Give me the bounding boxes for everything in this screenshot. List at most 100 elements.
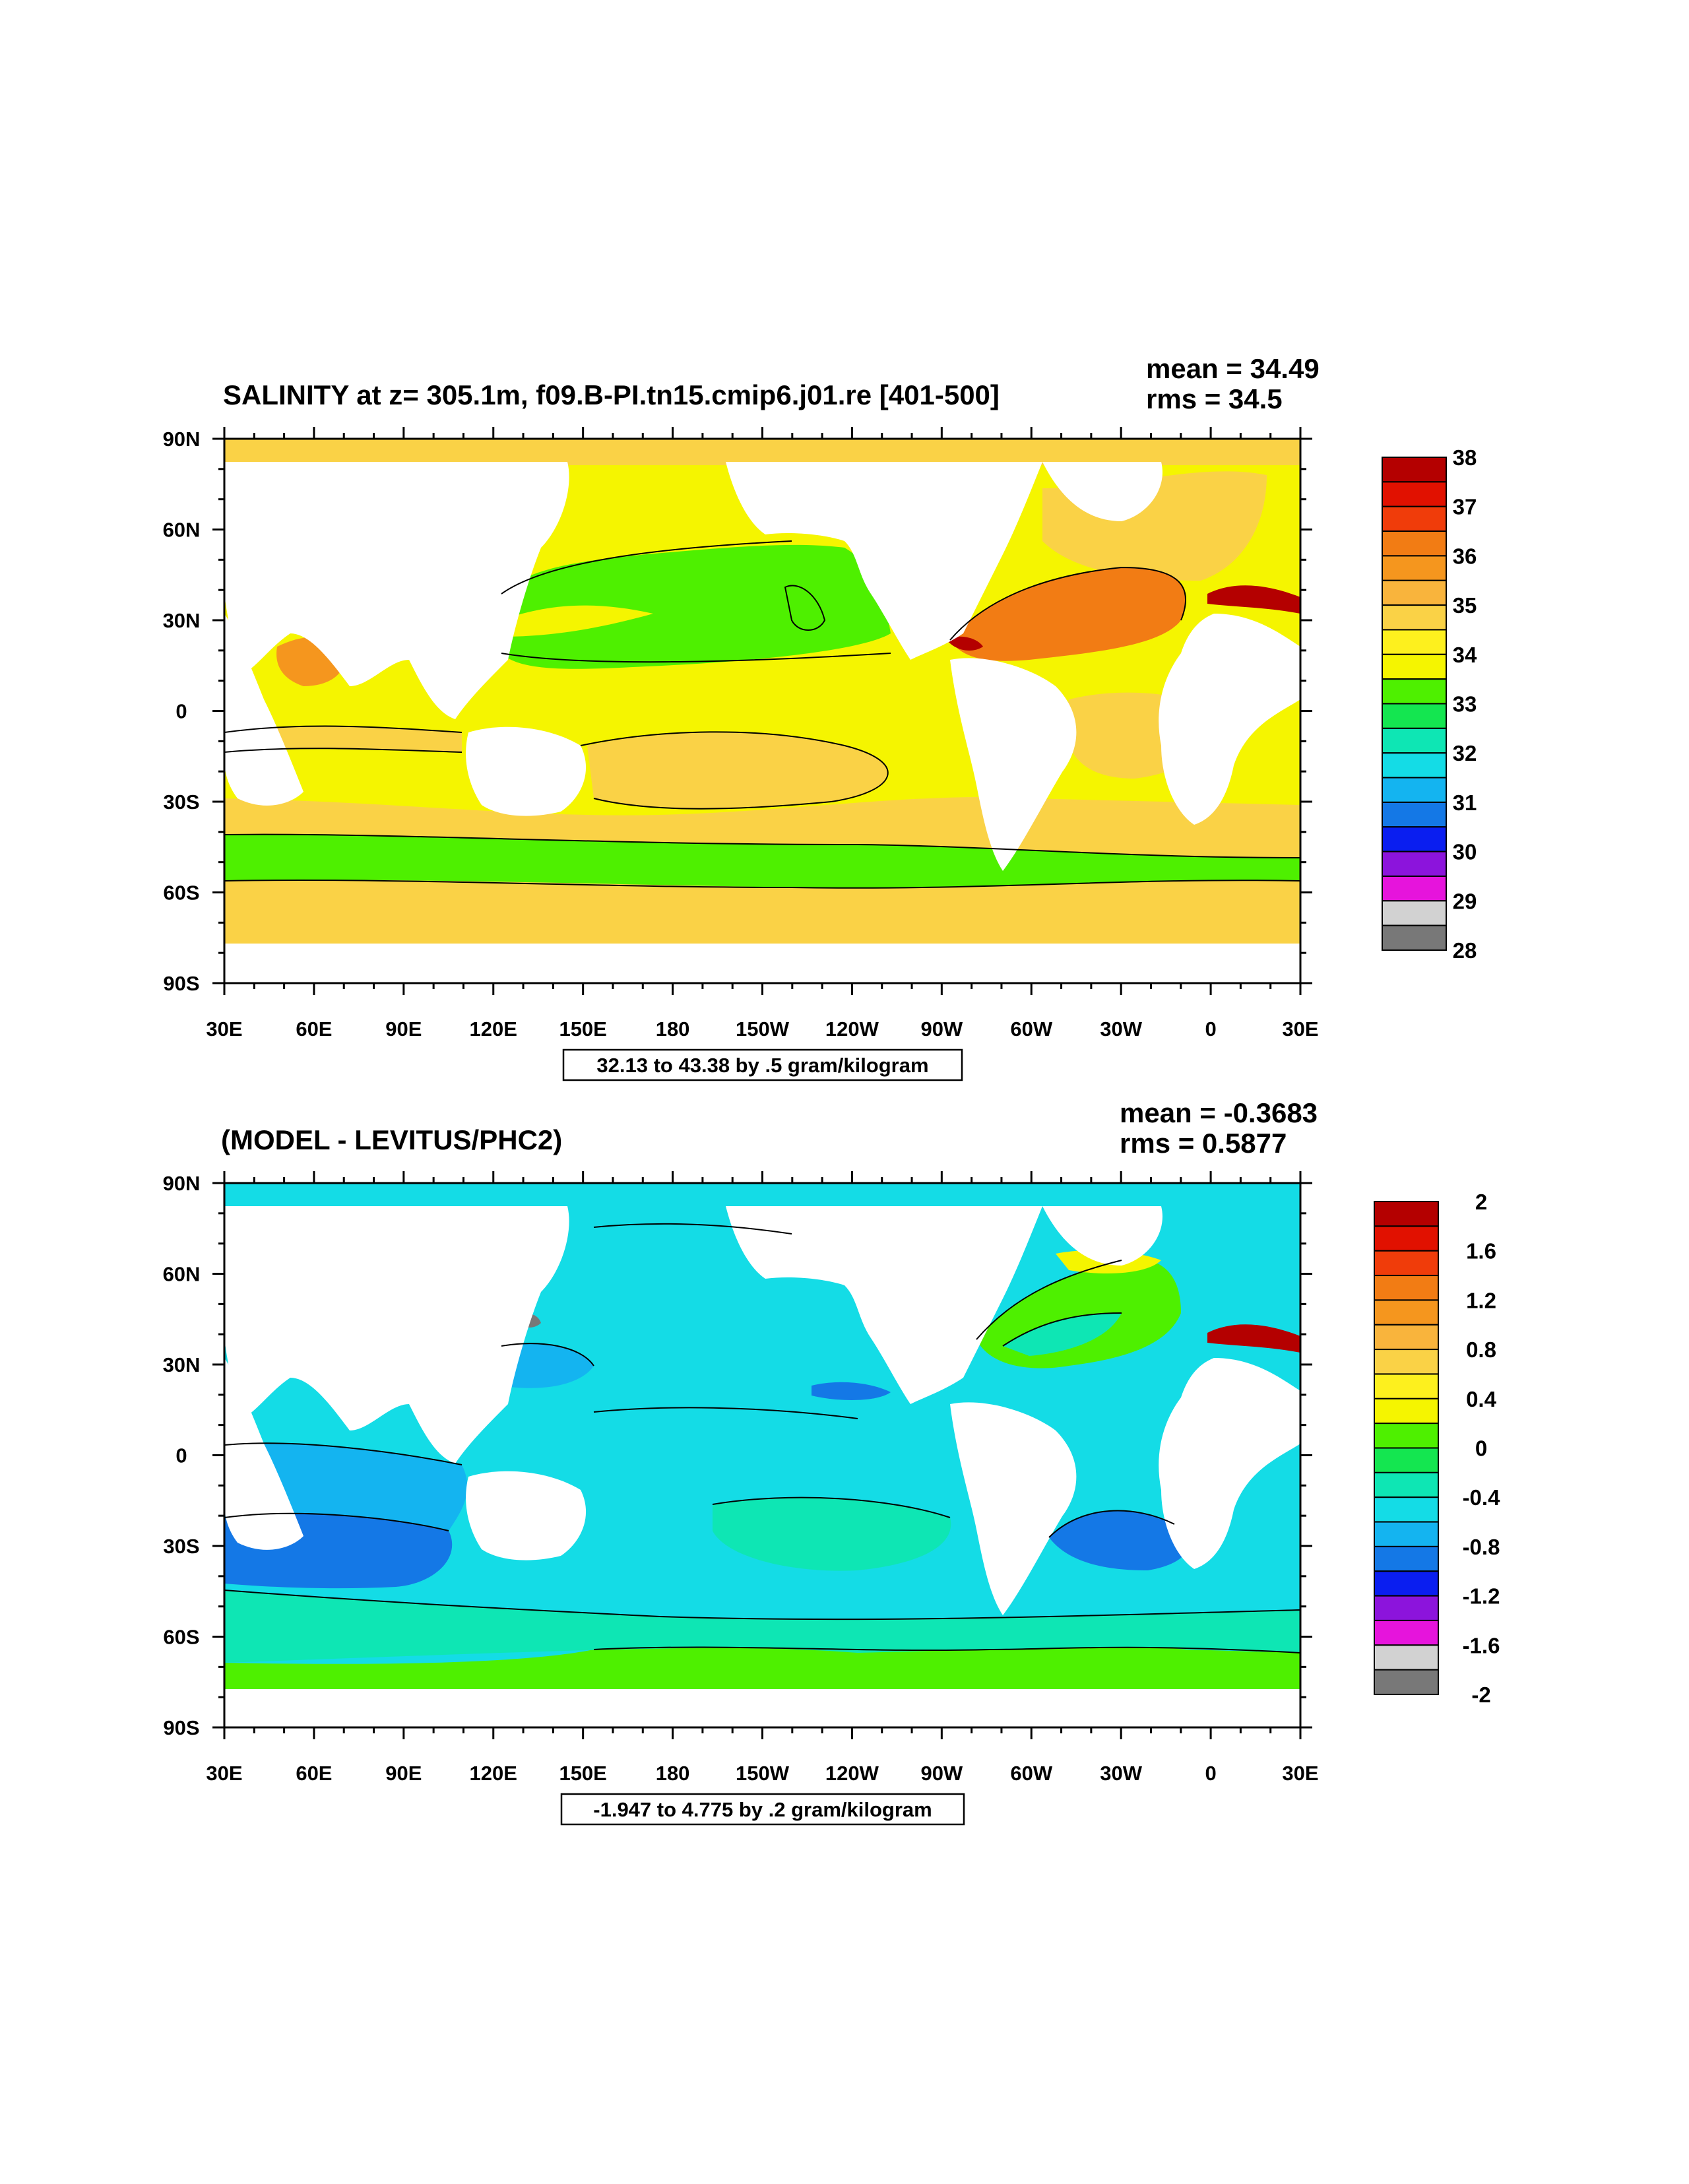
colorbar-label: 30 bbox=[1453, 840, 1477, 864]
x-tick-label: 120W bbox=[825, 1762, 879, 1785]
colorbar-box bbox=[1382, 604, 1447, 631]
contour-range: 32.13 to 43.38 by .5 gram/kilogram bbox=[596, 1054, 928, 1077]
australia-land bbox=[466, 1471, 587, 1560]
colorbar-label: 2 bbox=[1475, 1190, 1487, 1214]
southern-ocean-green bbox=[224, 1646, 1300, 1689]
x-tick-label: 150E bbox=[559, 1017, 606, 1041]
y-axis-ticks bbox=[212, 1182, 1312, 1729]
colorbar-label: 0 bbox=[1475, 1436, 1487, 1461]
colorbar-box bbox=[1374, 1349, 1439, 1375]
africa-land bbox=[1159, 614, 1300, 825]
colorbar-label: 35 bbox=[1453, 593, 1477, 618]
y-tick-label: 30N bbox=[163, 1353, 201, 1376]
colorbar-label: 0.4 bbox=[1466, 1387, 1497, 1411]
colorbar-box bbox=[1374, 1423, 1439, 1449]
north-pacific-yellow-tongue bbox=[501, 605, 653, 637]
colorbar-box bbox=[1374, 1496, 1439, 1523]
colorbar-box bbox=[1382, 826, 1447, 852]
colorbar-box bbox=[1382, 555, 1447, 581]
colorbar-label: 32 bbox=[1453, 741, 1477, 765]
colorbar-box bbox=[1374, 1570, 1439, 1597]
colorbar-box bbox=[1382, 752, 1447, 779]
colorbar-label: 29 bbox=[1453, 889, 1477, 913]
rms-value: rms = 34.5 bbox=[1146, 383, 1283, 414]
x-tick-label: 90W bbox=[920, 1017, 963, 1041]
x-tick-label: 150E bbox=[559, 1762, 606, 1785]
x-axis-ticks bbox=[223, 1171, 1302, 1739]
y-tick-label: 60S bbox=[163, 1626, 199, 1649]
y-tick-label: 0 bbox=[175, 1444, 187, 1467]
x-tick-label: 30E bbox=[1282, 1762, 1318, 1785]
contour-lines bbox=[224, 540, 1300, 889]
land-masses bbox=[224, 1206, 1300, 1727]
colorbar-box bbox=[1374, 1275, 1439, 1301]
x-tick-label: 60W bbox=[1010, 1762, 1052, 1785]
x-tick-label: 120E bbox=[470, 1017, 517, 1041]
y-tick-label: 30S bbox=[163, 1535, 199, 1558]
antarctica-land bbox=[224, 944, 1300, 983]
eurasia-land bbox=[224, 1206, 569, 1463]
colorbar-box bbox=[1374, 1669, 1439, 1695]
colorbar-box bbox=[1382, 924, 1447, 951]
colorbar-label: -0.4 bbox=[1463, 1485, 1501, 1510]
x-axis-ticks bbox=[223, 427, 1302, 995]
panel-title: (MODEL - LEVITUS/PHC2) bbox=[221, 1124, 562, 1155]
colorbar-box bbox=[1382, 481, 1447, 507]
colorbar-box bbox=[1382, 629, 1447, 655]
y-tick-label: 90S bbox=[163, 1716, 199, 1739]
south-america-land bbox=[950, 1402, 1077, 1615]
rms-value: rms = 0.5877 bbox=[1120, 1128, 1287, 1159]
contour-range: -1.947 to 4.775 by .2 gram/kilogram bbox=[593, 1798, 932, 1821]
colorbar-label: -0.8 bbox=[1463, 1535, 1500, 1559]
difference-map bbox=[224, 1183, 1300, 1727]
greenland-land bbox=[1042, 462, 1163, 521]
south-atlantic-blue bbox=[1049, 1510, 1188, 1570]
colorbar-box bbox=[1374, 1324, 1439, 1351]
colorbar: 38 37 36 35 34 33 32 31 30 29 28 bbox=[1382, 445, 1477, 963]
x-tick-label: 60E bbox=[296, 1762, 332, 1785]
africa-west-land bbox=[224, 614, 303, 806]
eurasia-land bbox=[224, 462, 569, 719]
x-tick-label: 150W bbox=[736, 1017, 790, 1041]
x-tick-label: 180 bbox=[656, 1017, 690, 1041]
south-america-land bbox=[950, 658, 1077, 871]
y-tick-label: 30N bbox=[163, 609, 201, 632]
colorbar-label: 34 bbox=[1453, 643, 1477, 667]
difference-panel: (MODEL - LEVITUS/PHC2) mean = -0.3683 rm… bbox=[163, 1097, 1501, 1826]
colorbar-box bbox=[1382, 457, 1447, 483]
colorbar-box bbox=[1382, 801, 1447, 828]
mediterranean-red bbox=[1207, 585, 1300, 614]
x-tick-label: 90E bbox=[385, 1017, 422, 1041]
colorbar-box bbox=[1382, 777, 1447, 803]
colorbar-label: 33 bbox=[1453, 692, 1477, 717]
y-axis-labels: 90N 60N 30N 0 30S 60S 90S bbox=[163, 1172, 201, 1739]
gulf-red bbox=[947, 636, 983, 651]
colorbar-box bbox=[1374, 1225, 1439, 1252]
colorbar-box bbox=[1374, 1471, 1439, 1498]
y-tick-label: 60S bbox=[163, 882, 199, 905]
salinity-map bbox=[224, 439, 1300, 983]
north-america-land bbox=[726, 1206, 1042, 1404]
x-tick-label: 30W bbox=[1100, 1762, 1142, 1785]
colorbar-box bbox=[1382, 727, 1447, 754]
colorbar-box bbox=[1382, 653, 1447, 680]
north-atlantic-aqua bbox=[1003, 1313, 1122, 1356]
arctic-band bbox=[224, 439, 1300, 465]
north-pacific-green bbox=[501, 544, 891, 669]
greenland-land bbox=[1042, 1206, 1163, 1266]
colorbar-box bbox=[1374, 1299, 1439, 1326]
colorbar-box bbox=[1382, 875, 1447, 902]
colorbar-box bbox=[1382, 530, 1447, 557]
colorbar-box bbox=[1374, 1644, 1439, 1671]
x-tick-label: 90W bbox=[920, 1762, 963, 1785]
x-tick-label: 0 bbox=[1205, 1762, 1216, 1785]
range-box bbox=[562, 1048, 963, 1081]
colorbar-label: -1.2 bbox=[1463, 1584, 1500, 1609]
colorbar-label: 36 bbox=[1453, 544, 1477, 568]
y-tick-label: 30S bbox=[163, 790, 199, 814]
x-axis-labels: 30E 60E 90E 120E 150E 180 150W 120W 90W 60W 30W 0 30… bbox=[206, 1762, 1318, 1785]
north-pacific-blue bbox=[812, 1382, 891, 1400]
colorbar-box bbox=[1382, 703, 1447, 729]
colorbar-label: 37 bbox=[1453, 495, 1477, 519]
colorbar-label: -2 bbox=[1471, 1683, 1490, 1707]
